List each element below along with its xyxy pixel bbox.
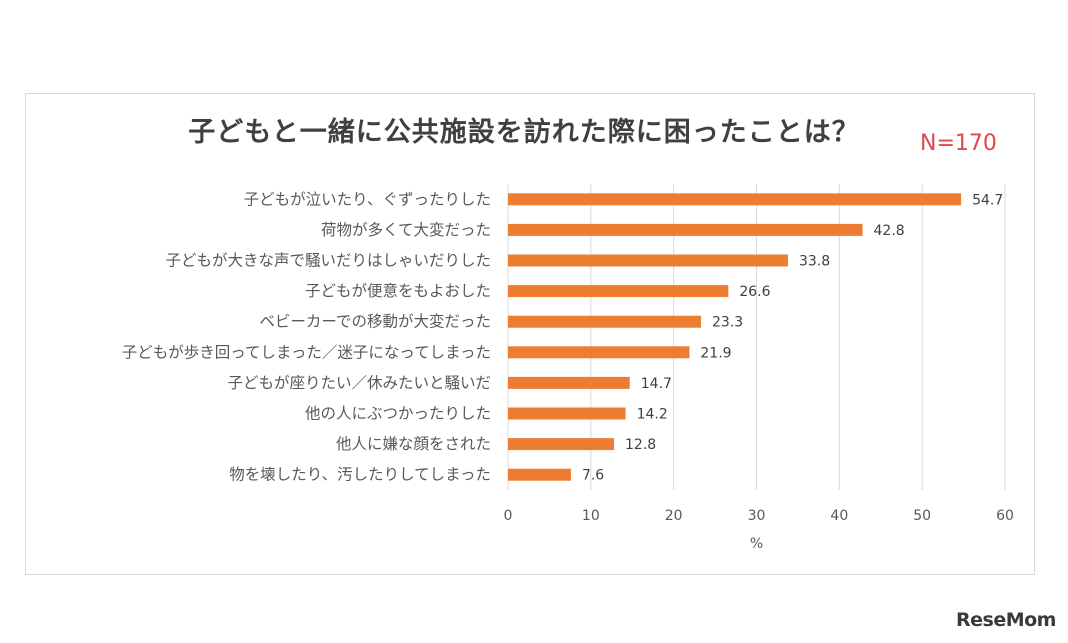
sample-size-label: N=170 — [920, 131, 997, 156]
category-labels: 子どもが泣いたり、ぐずったりした荷物が多くて大変だった子どもが大きな声で騒いだり… — [122, 190, 491, 483]
value-labels: 54.7 42.8 33.8 26.6 23.3 21.9 14.7 14.2 12.8 7.6 — [582, 192, 1003, 483]
bar — [508, 468, 571, 481]
bar — [508, 285, 729, 298]
bar — [508, 376, 630, 389]
value-label: 26.6 — [739, 284, 770, 300]
value-label: 54.7 — [972, 192, 1003, 208]
category-label: 他の人にぶつかったりした — [305, 405, 491, 423]
x-tick-label: 60 — [996, 508, 1014, 524]
category-label: 子どもが便意をもよおした — [305, 281, 491, 300]
x-axis-label: % — [750, 536, 763, 552]
x-tick-label: 40 — [830, 508, 848, 524]
category-label: 子どもが大きな声で騒いだりはしゃいだりした — [165, 252, 491, 270]
category-label: 子どもが歩き回ってしまった／迷子になってしまった — [122, 343, 491, 361]
x-tick-label: 50 — [913, 508, 931, 524]
value-label: 12.8 — [625, 437, 656, 453]
x-tick-label: 10 — [582, 508, 600, 524]
x-tick-label: 30 — [748, 508, 766, 524]
value-label: 7.6 — [582, 468, 604, 484]
category-label: 物を壊したり、汚したりしてしまった — [229, 466, 491, 484]
value-label: 33.8 — [799, 254, 830, 270]
chart-frame — [25, 93, 1035, 575]
category-label: 子どもが座りたい／休みたいと騒いだ — [227, 374, 491, 392]
bar — [508, 346, 690, 359]
x-tick-label: 20 — [665, 508, 683, 524]
chart-title: 子どもと一緒に公共施設を訪れた際に困ったことは？ — [188, 117, 860, 148]
value-label: 14.2 — [637, 407, 668, 423]
value-label: 21.9 — [700, 345, 731, 361]
value-label: 14.7 — [641, 376, 672, 392]
resemom-logo: ReseMom — [956, 609, 1056, 631]
value-label: 23.3 — [712, 315, 743, 331]
x-tick-label: 0 — [504, 508, 513, 524]
value-label: 42.8 — [874, 223, 905, 239]
bar — [508, 407, 626, 420]
bar — [508, 254, 788, 267]
x-tick-labels: 0 10 20 30 40 50 60 — [504, 508, 1014, 524]
category-label: 荷物が多くて大変だった — [321, 221, 491, 239]
bars — [508, 193, 962, 481]
bar — [508, 193, 962, 206]
bar — [508, 315, 702, 328]
bar — [508, 223, 863, 236]
category-label: 他人に嫌な顔をされた — [336, 435, 491, 453]
bar — [508, 438, 615, 451]
category-label: ベビーカーでの移動が大変だった — [259, 313, 491, 331]
category-label: 子どもが泣いたり、ぐずったりした — [244, 190, 491, 208]
